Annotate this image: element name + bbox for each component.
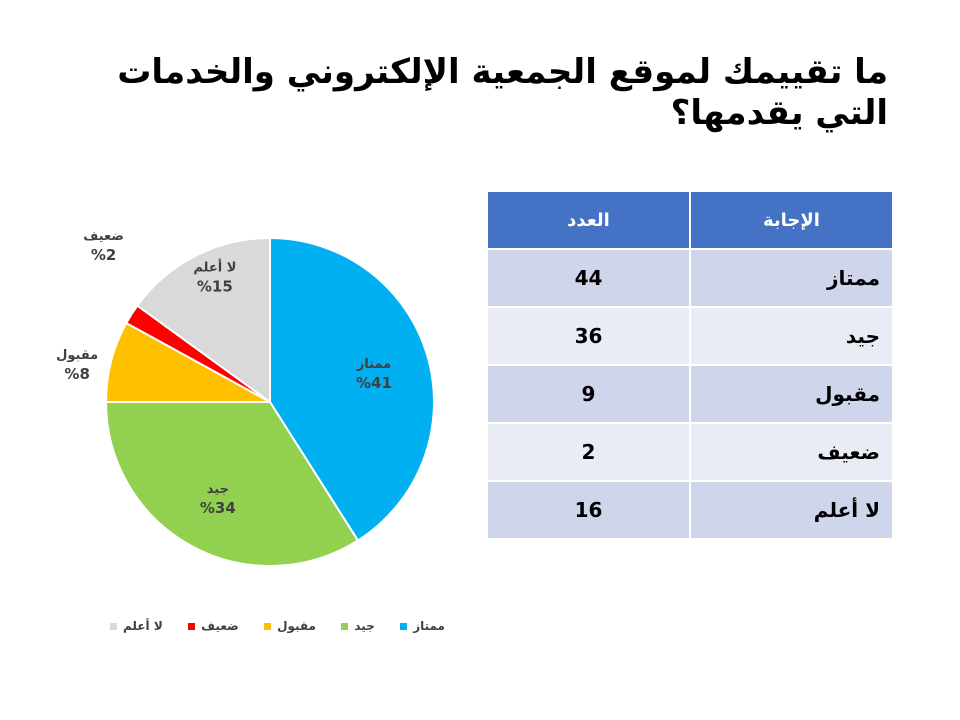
- table-row: لا أعلم 16: [486, 480, 894, 538]
- pie-chart: ممتاز %41 جيد %34 مقبول %8 ضعيف %2 لا أعلم %15 مم…: [56, 229, 445, 636]
- pie-chart-svg: ممتاز %41 جيد %34 مقبول %8 ضعيف %2 لا أعلم %15: [56, 229, 435, 567]
- table-header-row: الإجابة العدد: [486, 192, 894, 249]
- legend-swatch: [400, 622, 408, 630]
- cell-count: 2: [486, 422, 691, 481]
- legend-item-unknown: لا أعلم: [110, 619, 163, 633]
- legend-label: ضعيف: [201, 619, 239, 633]
- pie-label-acceptable: مقبول %8: [56, 348, 98, 383]
- cell-answer: ممتاز: [689, 248, 894, 307]
- legend-label: جيد: [354, 619, 375, 633]
- pie-slice-good: [104, 401, 360, 567]
- pie-label-good: جيد %34: [200, 482, 236, 517]
- legend-item-weak: ضعيف: [188, 619, 239, 633]
- cell-answer: مقبول: [689, 364, 894, 423]
- cell-count: 16: [486, 480, 691, 538]
- pie-label-weak: ضعيف %2: [83, 229, 124, 264]
- header-count: العدد: [486, 192, 691, 249]
- legend-swatch: [264, 622, 272, 630]
- legend-swatch: [188, 622, 196, 630]
- slide-title: ما تقييمك لموقع الجمعية الإلكتروني والخد…: [117, 52, 888, 133]
- cell-count: 44: [486, 248, 691, 307]
- legend-item-excellent: ممتاز: [400, 619, 445, 633]
- cell-answer: جيد: [689, 306, 894, 365]
- table-row: جيد 36: [486, 306, 894, 365]
- pie-label-excellent: ممتاز %41: [356, 357, 392, 392]
- legend-swatch: [110, 622, 118, 630]
- pie-label-unknown: لا أعلم %15: [193, 259, 236, 296]
- legend-label: لا أعلم: [123, 619, 163, 633]
- legend-item-good: جيد: [341, 619, 375, 633]
- header-answer: الإجابة: [689, 192, 894, 249]
- cell-answer: لا أعلم: [689, 480, 894, 538]
- cell-answer: ضعيف: [689, 422, 894, 481]
- legend-item-acceptable: مقبول: [264, 619, 316, 633]
- cell-count: 36: [486, 306, 691, 365]
- table-row: مقبول 9: [486, 364, 894, 423]
- cell-count: 9: [486, 364, 691, 423]
- table-row: ضعيف 2: [486, 422, 894, 481]
- legend-label: مقبول: [277, 619, 316, 633]
- results-table: الإجابة العدد ممتاز 44 جيد 36 مقبول 9 ضع…: [486, 192, 894, 538]
- legend-label: ممتاز: [413, 619, 445, 633]
- pie-slice-unknown: [135, 236, 271, 404]
- chart-legend: ممتاز جيد مقبول ضعيف لا أعلم: [110, 616, 445, 636]
- legend-swatch: [341, 622, 349, 630]
- table-row: ممتاز 44: [486, 248, 894, 307]
